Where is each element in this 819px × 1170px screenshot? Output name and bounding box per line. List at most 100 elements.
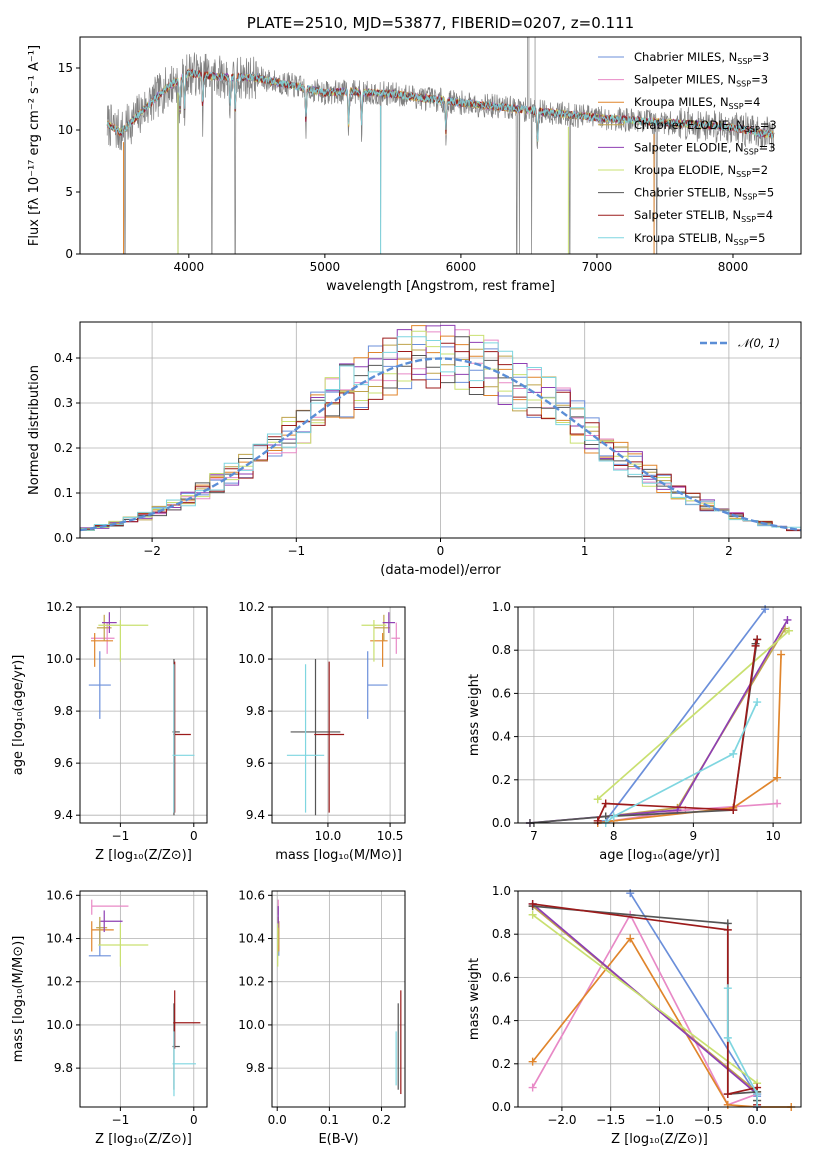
x-tick-label: 0	[190, 829, 198, 843]
error-point	[102, 612, 117, 634]
series	[528, 910, 762, 1109]
x-tick-label: 0.2	[372, 1113, 391, 1127]
x-axis-label: age [log₁₀(age/yr)]	[599, 848, 720, 863]
legend-label-sub: SSP	[741, 215, 756, 224]
chart-title: PLATE=2510, MJD=53877, FIBERID=0207, z=0…	[247, 14, 634, 32]
y-axis-label: mass weight	[467, 674, 482, 756]
x-tick-label: 9	[690, 829, 698, 843]
legend-label-tail: =4	[744, 95, 761, 109]
y-tick-label: 10.0	[46, 652, 73, 666]
x-axis-label: wavelength [Angstrom, rest frame]	[326, 279, 555, 294]
series	[528, 902, 762, 1105]
x-tick-label: 0	[190, 1113, 198, 1127]
plot-area	[525, 605, 794, 827]
massweight-vs-age-panel: 7 8 9 10 0.0 0.2 0.4 0.6 0.8 1.0 age [log₁₀(age/yr…	[467, 600, 802, 863]
legend-label-sub: SSP	[737, 57, 752, 66]
y-tick-label: 9.8	[54, 704, 73, 718]
y-axis-label: Flux [fλ 10⁻¹⁷ erg cm⁻² s⁻¹ A⁻¹]	[27, 45, 42, 246]
series-marker	[528, 1083, 537, 1092]
error-point	[314, 661, 345, 813]
x-tick-label: 0.0	[748, 1113, 767, 1127]
x-tick-label: −1.0	[645, 1113, 674, 1127]
y-tick-label: 10.2	[46, 600, 73, 614]
legend-label: Chabrier ELODIE, NSSP=3	[634, 118, 777, 134]
error-point	[367, 651, 388, 719]
y-axis-label: age [log₁₀(age/yr)]	[11, 655, 26, 776]
series-marker	[723, 1090, 732, 1099]
spectrum-panel: 4000 5000 6000 7000 8000 0 5 10 15 wavelength [An…	[27, 14, 802, 294]
legend-label-tail: =5	[757, 186, 774, 200]
series	[601, 605, 770, 825]
error-point	[173, 661, 191, 813]
x-tick-label: 10.0	[315, 829, 342, 843]
series-line	[531, 912, 758, 1106]
series-marker	[593, 795, 602, 804]
legend-label-sub: SSP	[745, 125, 760, 134]
x-tick-label: 0.0	[268, 1113, 287, 1127]
series-marker	[626, 934, 635, 943]
y-tick-label: 10	[58, 123, 73, 137]
series-line	[605, 628, 786, 818]
series	[593, 626, 794, 804]
x-tick-label: 10	[765, 829, 780, 843]
plot-area	[88, 612, 195, 816]
series-marker	[753, 1090, 762, 1099]
x-tick-label: 0	[437, 544, 445, 558]
y-tick-label: 0.4	[492, 1014, 511, 1028]
y-tick-label: 10.0	[238, 1018, 265, 1032]
mass-vs-metallicity-panel: −1 0 9.8 10.0 10.2 10.4 10.6 Z [log₁₀(Z/Z⊙)] mas…	[11, 888, 208, 1147]
legend-label: Salpeter ELODIE, NSSP=3	[634, 140, 776, 156]
x-tick-label: 1	[581, 544, 589, 558]
axes: −2 −1 0 1 2 0.0 0.1 0.2 0.3 0.4 (data-model)/error…	[27, 321, 802, 578]
series-line	[532, 905, 758, 1101]
x-tick-label: 10.5	[377, 829, 404, 843]
y-tick-label: 10.6	[46, 888, 73, 902]
y-tick-label: 10.0	[238, 652, 265, 666]
y-tick-label: 0.2	[492, 773, 511, 787]
series-marker	[753, 698, 762, 707]
error-point	[370, 633, 388, 667]
error-point	[98, 923, 149, 967]
error-point	[361, 620, 387, 662]
age-vs-metallicity-panel: −1 0 9.4 9.6 9.8 10.0 10.2 Z [log₁₀(Z/Z⊙)] age […	[11, 600, 208, 863]
y-tick-label: 10.2	[238, 975, 265, 989]
legend-label-text: Chabrier ELODIE, N	[634, 118, 745, 132]
plot-area	[88, 899, 201, 1097]
grid	[80, 891, 207, 1107]
series-marker	[528, 910, 537, 919]
legend-label: Kroupa MILES, NSSP=4	[634, 95, 760, 111]
y-tick-label: 0.2	[54, 441, 73, 455]
error-point	[373, 614, 391, 641]
x-tick-label: −2	[143, 544, 161, 558]
series-marker	[723, 1033, 732, 1042]
y-tick-label: 10.2	[46, 975, 73, 989]
error-point	[100, 910, 123, 933]
legend-label-text: Kroupa ELODIE, N	[634, 163, 736, 177]
series-marker	[785, 626, 794, 635]
y-axis-label: mass [log₁₀(M/M⊙)]	[11, 936, 26, 1063]
plot-area	[277, 899, 402, 1095]
x-axis-label: E(B-V)	[318, 1132, 358, 1147]
error-point	[382, 612, 396, 634]
series-marker	[528, 899, 537, 908]
error-point	[286, 664, 325, 813]
axes-frame	[271, 890, 406, 1108]
axes: 10.0 10.5 9.4 9.6 9.8 10.0 10.2 mass [log₁₀(M/M…	[238, 600, 406, 863]
x-axis-label: Z [log₁₀(Z/Z⊙)]	[95, 1132, 192, 1147]
grid	[272, 891, 405, 1107]
series-line	[532, 905, 758, 1101]
normal-curve	[80, 357, 801, 532]
y-tick-label: 1.0	[492, 884, 511, 898]
x-tick-label: −1	[112, 829, 130, 843]
series-marker	[593, 816, 602, 825]
legend-label: Kroupa STELIB, NSSP=5	[634, 231, 765, 247]
residual-histogram-panel: −2 −1 0 1 2 0.0 0.1 0.2 0.3 0.4 (data-model)/error…	[27, 321, 802, 578]
y-tick-label: 0.2	[492, 1057, 511, 1071]
y-tick-label: 10.4	[46, 932, 73, 946]
y-tick-label: 9.8	[246, 1061, 265, 1075]
axes-frame	[271, 606, 406, 824]
y-tick-label: 10.2	[238, 600, 265, 614]
series-line	[597, 630, 790, 800]
series-marker	[783, 615, 792, 624]
